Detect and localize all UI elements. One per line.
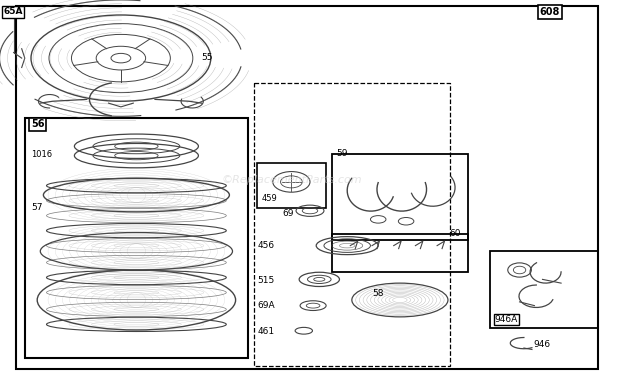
- Text: 1016: 1016: [31, 150, 52, 159]
- Text: 55: 55: [202, 53, 213, 62]
- Text: 69: 69: [282, 209, 294, 218]
- Text: 515: 515: [257, 276, 275, 285]
- Text: 59: 59: [336, 148, 348, 158]
- Text: 456: 456: [257, 240, 275, 249]
- Text: 65A: 65A: [3, 8, 22, 16]
- Text: 946A: 946A: [495, 315, 518, 324]
- Text: ©ReplacementParts.com: ©ReplacementParts.com: [221, 175, 361, 185]
- Text: 69A: 69A: [257, 300, 275, 309]
- Text: 461: 461: [257, 327, 275, 336]
- Text: 946: 946: [533, 340, 551, 349]
- Text: 56: 56: [31, 119, 45, 129]
- Text: 608: 608: [539, 7, 560, 17]
- Text: 57: 57: [31, 203, 43, 212]
- Text: 60: 60: [450, 228, 461, 237]
- Text: 459: 459: [262, 194, 277, 202]
- Text: 58: 58: [372, 289, 384, 298]
